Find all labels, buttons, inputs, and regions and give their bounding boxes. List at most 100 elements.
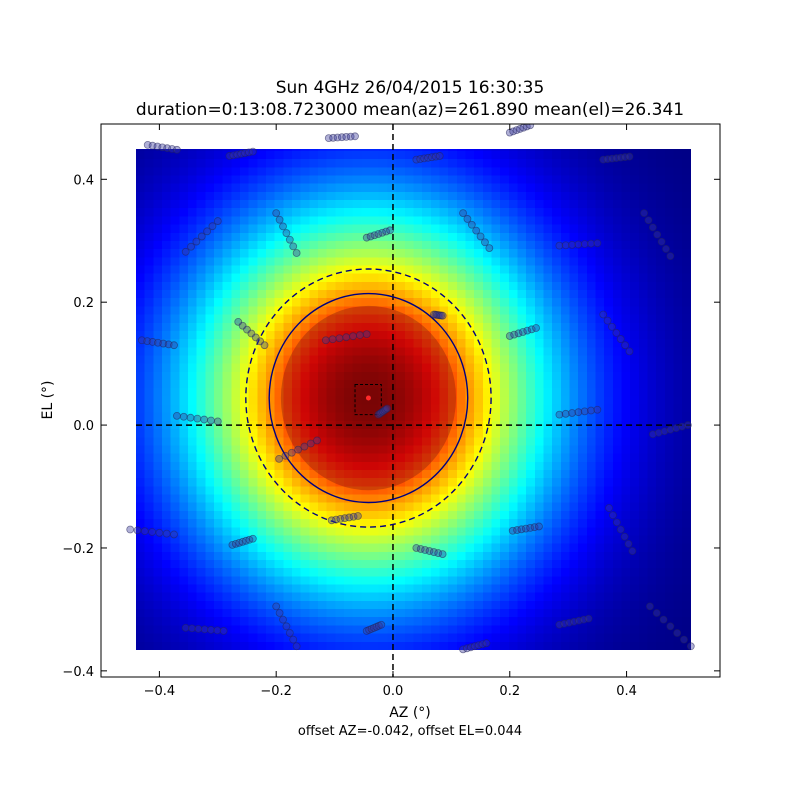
- heatmap-cell: [162, 624, 172, 634]
- heatmap-cell: [578, 174, 588, 184]
- heatmap-cell: [318, 149, 328, 151]
- heatmap-cell: [595, 150, 605, 160]
- heatmap-cell: [300, 583, 311, 593]
- heatmap-cell: [673, 453, 683, 462]
- heatmap-cell: [552, 158, 562, 168]
- heatmap-cell: [170, 641, 180, 650]
- heatmap-cell: [612, 305, 623, 315]
- heatmap-cell: [439, 338, 449, 348]
- heatmap-cell: [404, 207, 415, 217]
- heatmap-cell: [612, 158, 623, 168]
- heatmap-cell: [179, 600, 189, 610]
- heatmap-cell: [326, 191, 337, 201]
- heatmap-cell: [370, 281, 380, 291]
- heatmap-cell: [318, 592, 328, 601]
- heatmap-cell: [309, 371, 319, 381]
- heatmap-cell: [196, 330, 206, 340]
- heatmap-cell: [283, 322, 293, 331]
- heatmap-cell: [196, 616, 206, 626]
- heatmap-cell: [543, 322, 553, 331]
- heatmap-cell: [543, 403, 553, 413]
- heatmap-cell: [196, 395, 206, 405]
- heatmap-cell: [560, 191, 571, 201]
- heatmap-cell: [335, 526, 345, 536]
- heatmap-cell: [352, 559, 363, 569]
- heatmap-cell: [630, 183, 640, 192]
- heatmap-cell: [144, 493, 154, 503]
- heatmap-cell: [266, 469, 276, 479]
- heatmap-cell: [396, 616, 406, 626]
- heatmap-cell: [144, 641, 154, 650]
- heatmap-cell: [344, 534, 354, 544]
- heatmap-cell: [534, 469, 545, 479]
- heatmap-cell: [448, 150, 458, 160]
- heatmap-cell: [664, 510, 675, 520]
- heatmap-cell: [682, 354, 691, 364]
- heatmap-cell: [188, 207, 198, 217]
- heatmap-cell: [162, 313, 172, 323]
- heatmap-cell: [240, 616, 250, 626]
- heatmap-cell: [647, 297, 657, 307]
- heatmap-cell: [430, 526, 441, 536]
- heatmap-cell: [569, 338, 579, 348]
- heatmap-cell: [621, 412, 631, 421]
- heatmap-cell: [344, 232, 354, 241]
- heatmap-cell: [552, 363, 562, 372]
- heatmap-cell: [517, 354, 527, 364]
- heatmap-cell: [647, 232, 657, 241]
- heatmap-cell: [292, 632, 302, 642]
- heatmap-cell: [474, 297, 484, 307]
- heatmap-cell: [474, 158, 484, 168]
- heatmap-cell: [136, 403, 146, 413]
- heatmap-cell: [153, 158, 163, 168]
- heatmap-cell: [491, 273, 501, 282]
- heatmap-cell: [136, 428, 146, 438]
- heatmap-cell: [456, 534, 467, 544]
- heatmap-cell: [673, 469, 683, 479]
- heatmap-cell: [612, 543, 623, 552]
- heatmap-cell: [274, 624, 284, 634]
- heatmap-cell: [188, 575, 198, 585]
- heatmap-cell: [569, 461, 579, 470]
- heatmap-cell: [413, 632, 423, 642]
- heatmap-cell: [188, 493, 198, 503]
- heatmap-cell: [274, 256, 284, 266]
- heatmap-cell: [595, 232, 605, 241]
- heatmap-cell: [326, 403, 337, 413]
- heatmap-cell: [361, 134, 370, 143]
- heatmap-cell: [647, 126, 656, 135]
- heatmap-cell: [136, 510, 146, 520]
- heatmap-cell: [248, 526, 258, 536]
- heatmap-cell: [318, 583, 328, 593]
- heatmap-cell: [491, 641, 501, 650]
- heatmap-cell: [387, 559, 397, 569]
- heatmap-cell: [439, 510, 449, 520]
- heatmap-cell: [534, 289, 545, 299]
- heatmap-cell: [292, 453, 302, 462]
- heatmap-cell: [500, 338, 510, 348]
- heatmap-cell: [231, 632, 241, 642]
- heatmap-cell: [153, 592, 163, 601]
- heatmap-cell: [352, 297, 363, 307]
- heatmap-cell: [144, 477, 154, 487]
- heatmap-cell: [682, 379, 691, 389]
- heatmap-cell: [664, 150, 675, 160]
- heatmap-cell: [413, 567, 423, 577]
- heatmap-cell: [318, 215, 328, 225]
- heatmap-cell: [326, 166, 337, 176]
- heatmap-cell: [361, 215, 371, 225]
- heatmap-cell: [283, 502, 293, 511]
- scan-point: [653, 230, 662, 239]
- heatmap-cell: [318, 502, 328, 511]
- heatmap-cell: [465, 428, 475, 438]
- heatmap-cell: [196, 322, 206, 331]
- heatmap-cell: [621, 289, 631, 299]
- heatmap-cell: [569, 183, 579, 192]
- heatmap-cell: [621, 551, 631, 560]
- heatmap-cell: [283, 395, 293, 405]
- heatmap-cell: [534, 641, 545, 650]
- heatmap-cell: [422, 338, 432, 348]
- heatmap-cell: [526, 330, 536, 340]
- heatmap-cell: [656, 543, 666, 552]
- heatmap-cell: [318, 575, 328, 585]
